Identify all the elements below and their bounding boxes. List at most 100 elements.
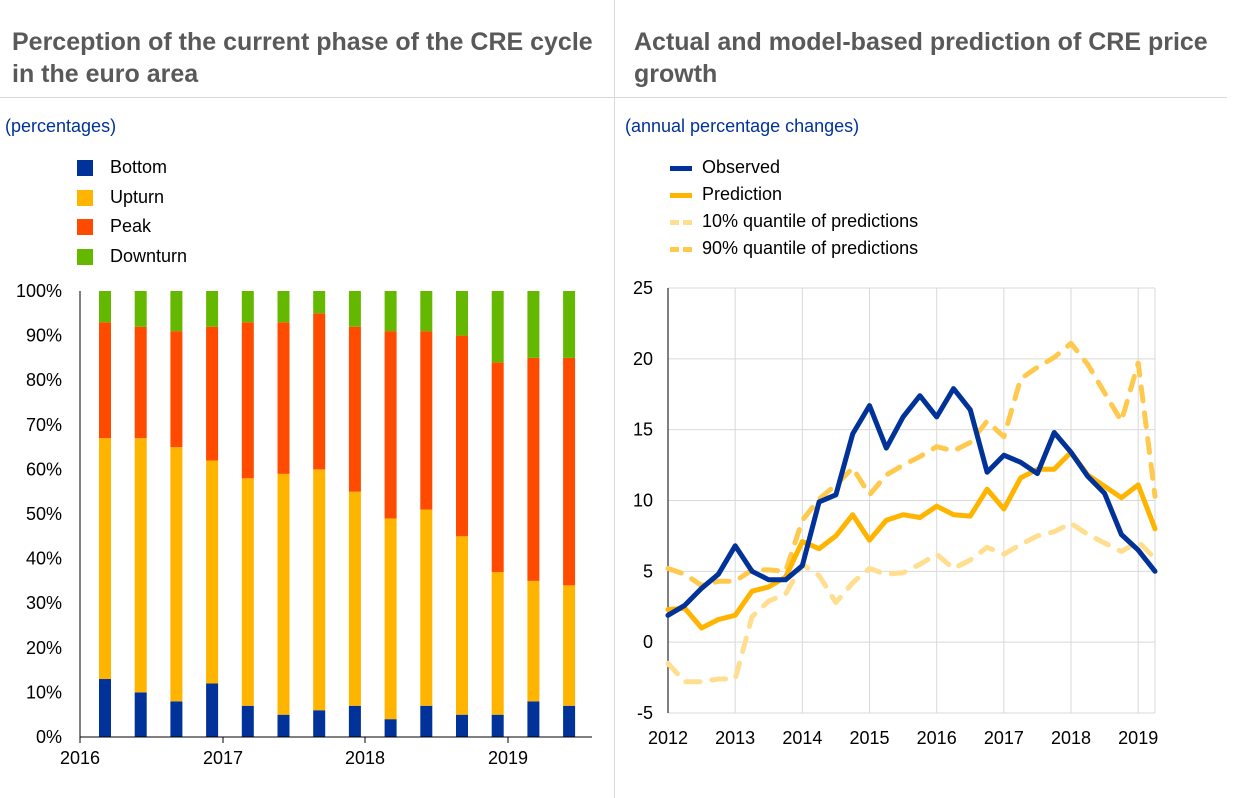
bar-peak [313,313,326,470]
x-tick-label: 2017 [984,728,1024,748]
x-tick-label: 2016 [60,748,100,768]
bar-upturn [456,536,468,715]
bar-peak [420,331,433,510]
bar-bottom [491,714,504,737]
legend-line-sample [670,193,692,198]
bar-downturn [99,291,111,323]
y-tick-label: 20 [633,349,653,369]
bar-upturn [527,580,540,702]
bar-peak [170,331,183,448]
bar-upturn [99,438,111,680]
legend-line-sample [670,166,692,171]
bar-peak [99,322,111,439]
legend-label: 10% quantile of predictions [702,211,919,231]
bar-upturn [420,509,433,706]
x-tick-label: 2013 [715,728,755,748]
stacked-bar-chart: 0% 10% 20% 30% 40% 50% 60% 70% 80% 90% 100% 2016 201… [16,281,592,768]
bar-upturn [241,478,254,706]
y-tick-label: 0% [36,727,62,747]
legend-label: Observed [702,157,781,177]
panel-separator [614,0,615,798]
right-chart-subtitle: (annual percentage changes) [625,116,860,136]
bar-peak [134,326,147,439]
legend-swatch [77,249,93,266]
y-tick-label: 10% [26,682,62,702]
bar-downturn [491,291,504,363]
bar-upturn [563,585,576,706]
bar-peak [456,335,468,537]
bar-bottom [241,705,254,737]
y-tick-label: 10 [633,491,653,511]
x-tick-label: 2019 [488,748,528,768]
bar-bottom [277,714,290,737]
bar-peak [348,326,361,492]
legend-swatch [77,160,93,176]
bar-bottom [420,705,433,737]
x-tick-label: 2018 [345,748,385,768]
bar-peak [241,322,254,479]
legend-swatch [77,219,93,236]
legend-label: 90% quantile of predictions [702,238,919,258]
bar-bottom [348,705,361,737]
x-tick-label: 2015 [849,728,889,748]
bar-peak [206,326,219,461]
y-tick-label: 90% [26,326,62,346]
legend-label: Bottom [110,157,168,177]
x-tick-label: 2014 [782,728,822,748]
bar-peak [527,357,540,581]
bar-bottom [134,692,147,737]
left-chart-panel: Perception of the current phase of the C… [0,0,614,798]
y-tick-label: 0 [643,632,653,652]
bar-upturn [491,571,504,715]
y-tick-label: -5 [637,703,653,723]
bar-downturn [456,291,468,336]
y-tick-label: 20% [26,638,62,658]
legend-label: Peak [110,216,152,237]
bar-downturn [420,291,433,332]
series-line-observed [665,386,1158,618]
bar-downturn [241,291,254,323]
right-chart-title: Actual and model-based prediction of CRE… [634,28,1208,88]
bar-downturn [134,291,147,327]
bar-upturn [348,491,361,706]
bar-upturn [277,473,290,715]
x-tick-label: 2016 [917,728,957,748]
legend-line-sample [670,220,692,225]
bar-upturn [313,469,326,711]
bar-bottom [527,701,540,737]
y-tick-label: 50% [26,504,62,524]
bar-upturn [170,447,183,702]
y-tick-label: 60% [26,459,62,479]
bar-bottom [384,719,397,737]
x-tick-label: 2012 [648,728,688,748]
series-line-90-quantile-of-predictions [665,340,1158,588]
bar-peak [277,322,290,474]
bar-upturn [384,518,397,720]
bar-downturn [527,291,540,358]
bar-upturn [134,438,147,693]
bar-bottom [99,679,111,737]
y-tick-label: 40% [26,549,62,569]
x-tick-label: 2017 [203,748,243,768]
bar-bottom [170,701,183,737]
left-chart-title: Perception of the current phase of the C… [12,28,593,88]
legend-label: Prediction [702,184,783,204]
left-chart-subtitle: (percentages) [5,116,117,136]
bar-bottom [206,683,219,737]
bar-bottom [456,714,468,737]
x-tick-label: 2018 [1051,728,1091,748]
y-tick-label: 15 [633,420,653,440]
y-tick-label: 25 [633,278,653,298]
bar-upturn [206,460,219,684]
bar-bottom [313,710,326,737]
line-chart: -5 0 5 10 15 20 25 2012 2013 2014 2015 2016 2017 2018… [633,278,1158,748]
legend-label: Downturn [110,246,188,267]
bar-downturn [206,291,219,327]
legend-swatch [77,189,93,206]
x-tick-label: 2019 [1118,728,1158,748]
y-tick-label: 80% [26,370,62,390]
right-chart-panel: Actual and model-based prediction of CRE… [615,0,1240,798]
bar-downturn [563,291,576,358]
legend-line-sample [670,247,692,252]
bar-downturn [313,291,326,314]
